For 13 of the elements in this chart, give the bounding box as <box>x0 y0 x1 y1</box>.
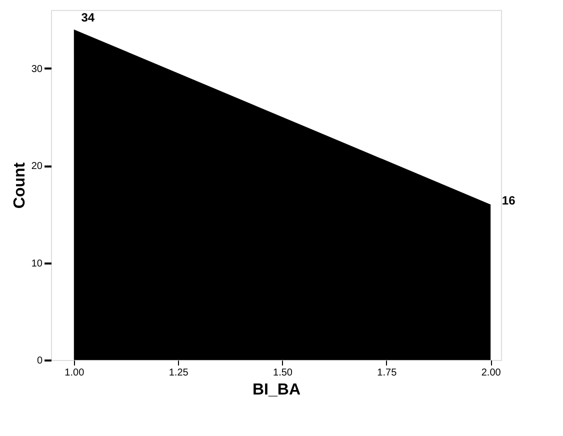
x-tick-label: 1.00 <box>64 368 85 378</box>
y-tick-label: 10 <box>31 258 43 270</box>
y-tick-label: 20 <box>31 161 43 172</box>
x-axis-title: BI_BA <box>252 382 301 398</box>
y-tick-label: 0 <box>36 356 43 366</box>
y-tick-label: 30 <box>31 64 43 75</box>
x-tick-label: 1.50 <box>273 368 293 378</box>
data-label: 16 <box>502 193 516 208</box>
x-tick-label: 1.25 <box>168 368 189 378</box>
x-tick-label: 1.75 <box>377 368 398 378</box>
y-axis-title: Count <box>11 162 28 209</box>
x-tick-label: 2.00 <box>481 368 502 378</box>
data-label: 34 <box>81 10 95 24</box>
